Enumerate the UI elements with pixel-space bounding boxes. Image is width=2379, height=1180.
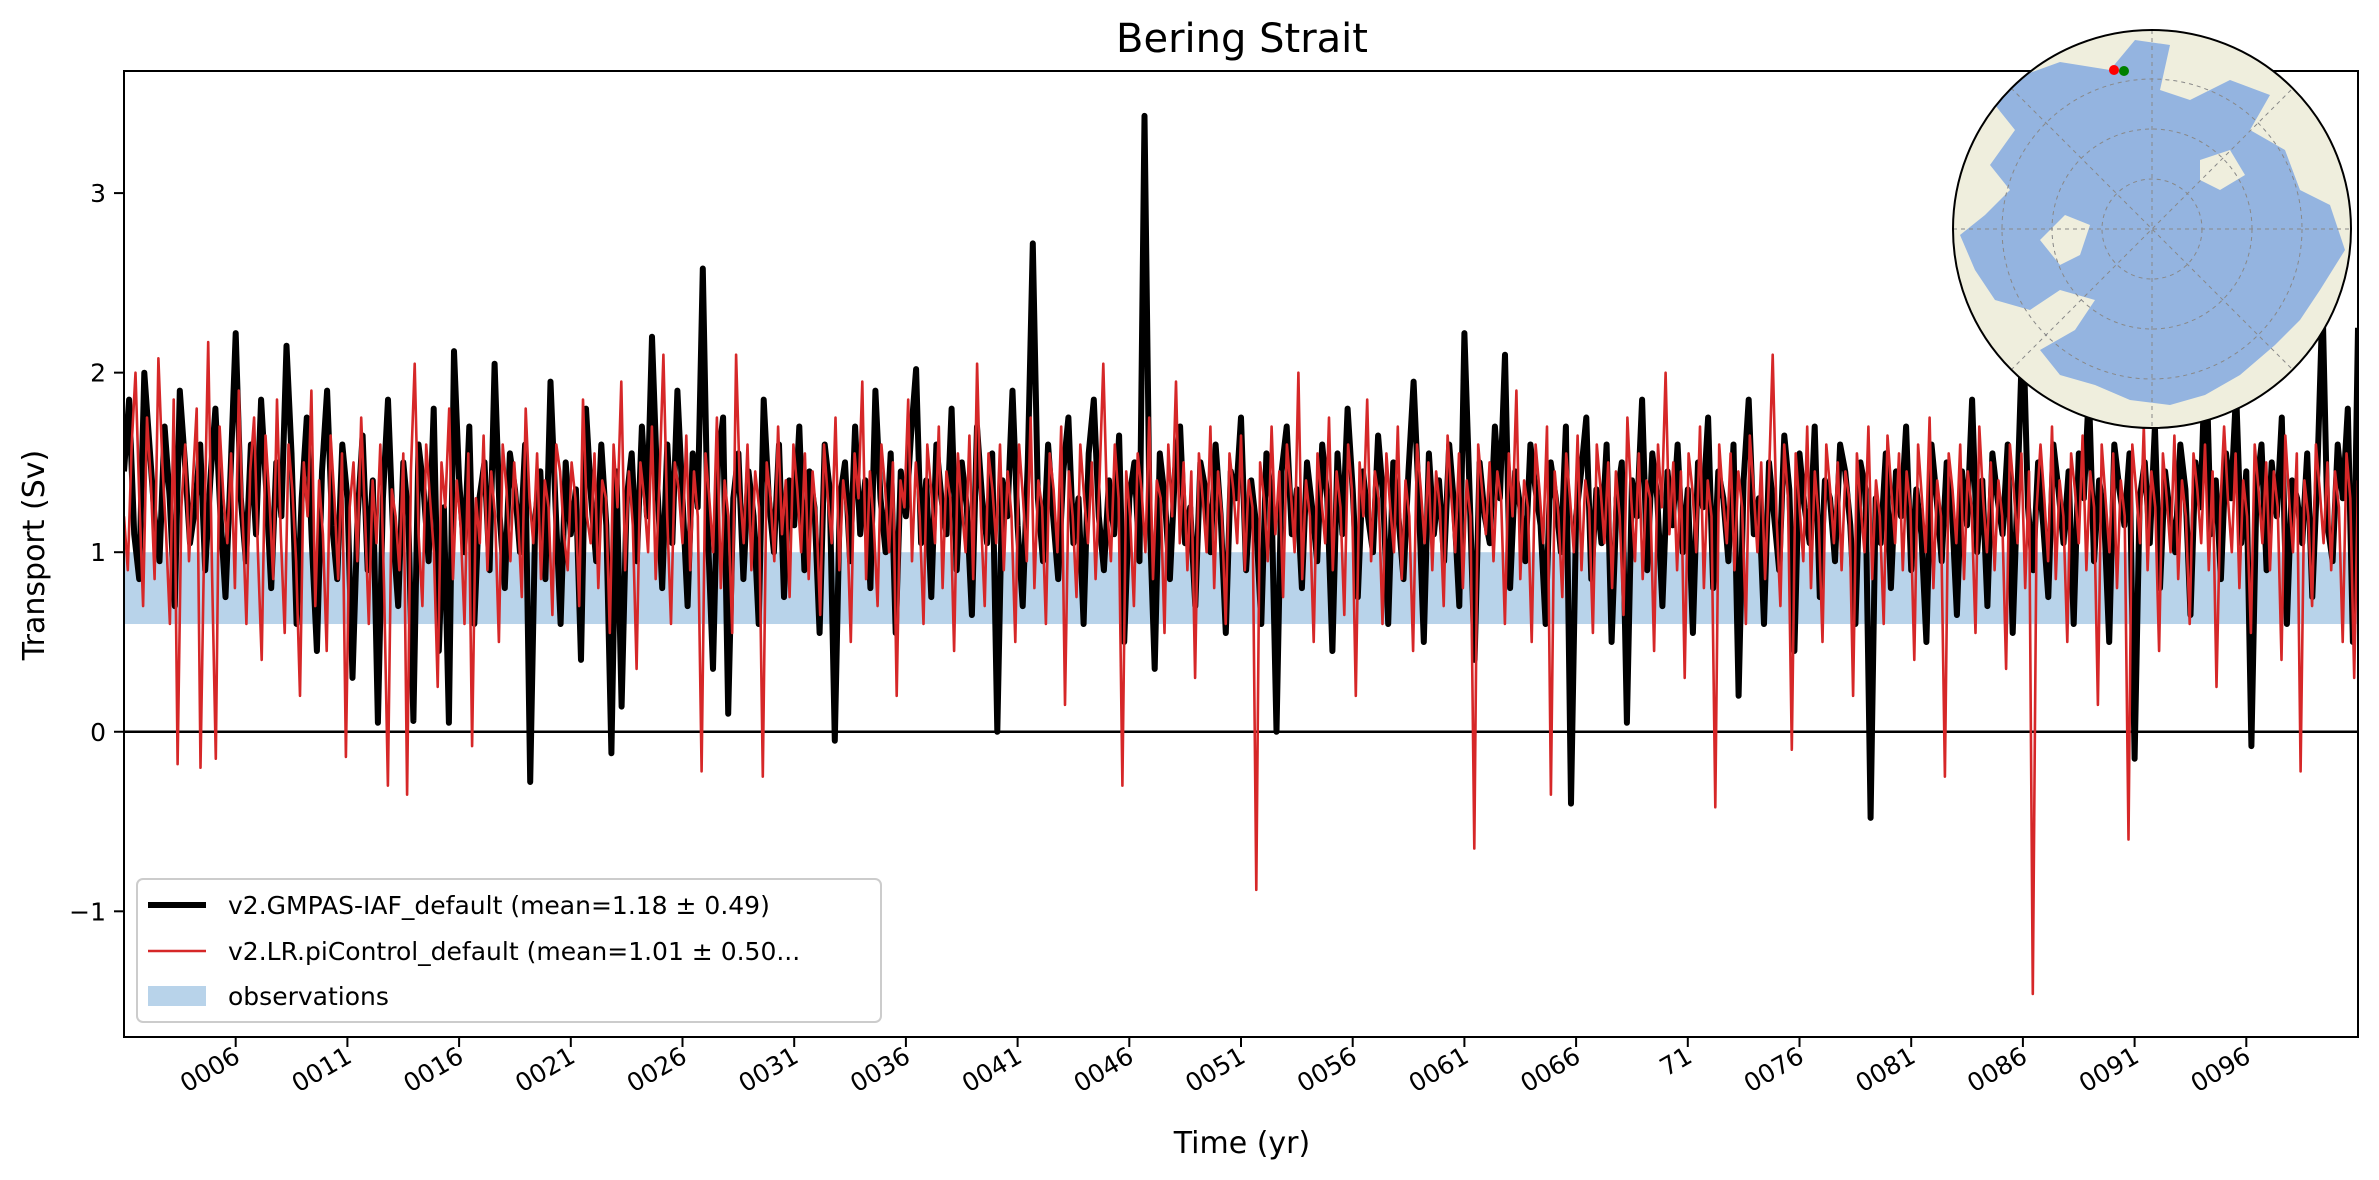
series-gmpas-line [124, 112, 2358, 821]
polar-map-icon [1952, 29, 2352, 429]
y-tick-label: −1 [69, 897, 106, 926]
legend-box [136, 878, 882, 1023]
observations-band [124, 552, 2358, 625]
legend-label-observations: observations [228, 982, 389, 1011]
legend: v2.GMPAS-IAF_default (mean=1.18 ± 0.49) … [136, 878, 882, 1023]
y-tick-label: 0 [90, 718, 106, 747]
y-tick-label: 2 [90, 359, 106, 388]
island-shape [2200, 150, 2245, 190]
legend-swatch-observations [148, 986, 206, 1006]
y-axis-label: Transport (Sv) [17, 450, 52, 662]
y-tick-label: 1 [90, 538, 106, 567]
legend-label-gmpas: v2.GMPAS-IAF_default (mean=1.18 ± 0.49) [228, 891, 770, 920]
map-marker-red [2109, 65, 2119, 75]
legend-label-picontrol: v2.LR.piControl_default (mean=1.01 ± 0.5… [228, 937, 800, 966]
y-tick-label: 3 [90, 179, 106, 208]
chart-title: Bering Strait [1116, 16, 1368, 62]
series-picontrol-line [124, 340, 2358, 996]
map-marker-green [2119, 66, 2129, 76]
y-axis: −1 0 1 2 3 [69, 179, 124, 926]
x-axis-label: Time (yr) [1173, 1126, 1310, 1161]
